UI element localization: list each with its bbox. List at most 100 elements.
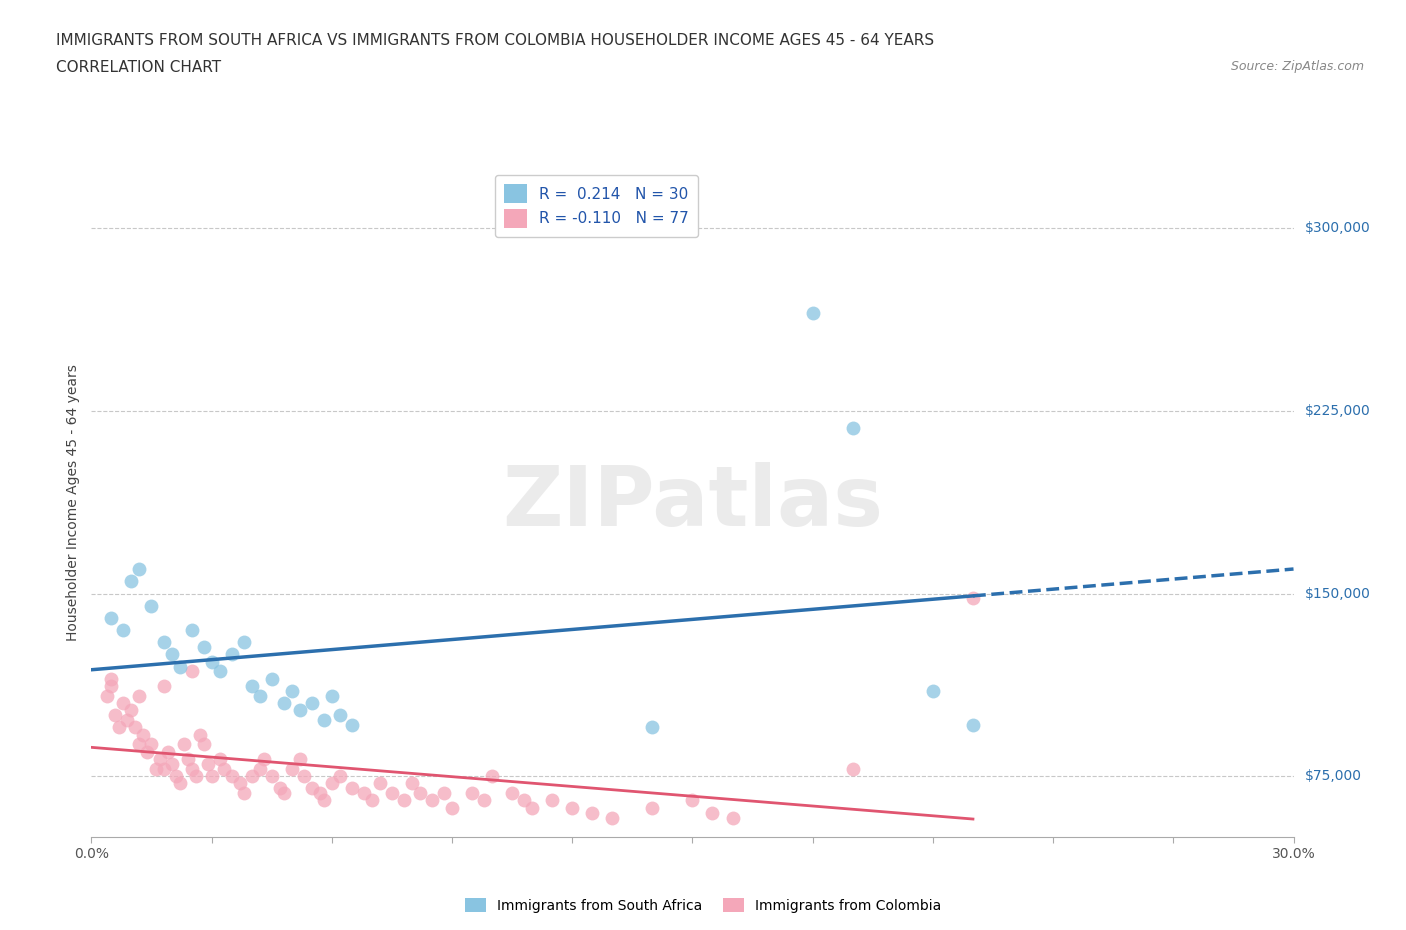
Legend: R =  0.214   N = 30, R = -0.110   N = 77: R = 0.214 N = 30, R = -0.110 N = 77 bbox=[495, 175, 697, 237]
Point bbox=[513, 793, 536, 808]
Point bbox=[962, 591, 984, 605]
Text: $150,000: $150,000 bbox=[1305, 587, 1371, 601]
Point bbox=[308, 786, 330, 801]
Point bbox=[117, 712, 139, 727]
Point bbox=[522, 801, 544, 816]
Point bbox=[124, 720, 146, 735]
Point bbox=[301, 781, 323, 796]
Point bbox=[249, 688, 271, 703]
Point bbox=[841, 762, 863, 777]
Point bbox=[321, 688, 343, 703]
Point bbox=[180, 622, 202, 637]
Point bbox=[104, 708, 127, 723]
Point bbox=[249, 762, 271, 777]
Point bbox=[100, 671, 122, 686]
Point bbox=[721, 810, 744, 825]
Point bbox=[173, 737, 195, 752]
Point bbox=[368, 776, 391, 790]
Point bbox=[232, 786, 254, 801]
Point bbox=[253, 751, 276, 766]
Point bbox=[96, 688, 118, 703]
Text: $75,000: $75,000 bbox=[1305, 769, 1361, 783]
Point bbox=[962, 718, 984, 733]
Point bbox=[152, 762, 174, 777]
Point bbox=[232, 635, 254, 650]
Point bbox=[100, 610, 122, 625]
Point bbox=[501, 786, 523, 801]
Point bbox=[141, 737, 163, 752]
Point bbox=[702, 805, 724, 820]
Point bbox=[340, 718, 363, 733]
Point bbox=[132, 727, 155, 742]
Point bbox=[329, 708, 352, 723]
Point bbox=[472, 793, 495, 808]
Point bbox=[260, 769, 283, 784]
Point bbox=[208, 664, 231, 679]
Point bbox=[353, 786, 375, 801]
Point bbox=[176, 751, 198, 766]
Point bbox=[461, 786, 484, 801]
Legend: Immigrants from South Africa, Immigrants from Colombia: Immigrants from South Africa, Immigrants… bbox=[460, 893, 946, 919]
Point bbox=[152, 635, 174, 650]
Point bbox=[602, 810, 624, 825]
Point bbox=[641, 801, 664, 816]
Point bbox=[221, 647, 243, 662]
Point bbox=[148, 751, 170, 766]
Point bbox=[112, 696, 135, 711]
Point bbox=[228, 776, 250, 790]
Point bbox=[329, 769, 352, 784]
Point bbox=[281, 762, 304, 777]
Point bbox=[193, 737, 215, 752]
Point bbox=[108, 720, 131, 735]
Point bbox=[392, 793, 415, 808]
Point bbox=[273, 786, 295, 801]
Point bbox=[409, 786, 432, 801]
Y-axis label: Householder Income Ages 45 - 64 years: Householder Income Ages 45 - 64 years bbox=[66, 364, 80, 641]
Text: $300,000: $300,000 bbox=[1305, 221, 1371, 235]
Point bbox=[269, 781, 291, 796]
Text: $225,000: $225,000 bbox=[1305, 404, 1371, 418]
Point bbox=[321, 776, 343, 790]
Point bbox=[401, 776, 423, 790]
Point bbox=[169, 776, 191, 790]
Point bbox=[641, 720, 664, 735]
Point bbox=[128, 688, 150, 703]
Point bbox=[141, 598, 163, 613]
Point bbox=[121, 574, 143, 589]
Point bbox=[193, 640, 215, 655]
Point bbox=[100, 679, 122, 694]
Point bbox=[301, 696, 323, 711]
Point bbox=[273, 696, 295, 711]
Text: CORRELATION CHART: CORRELATION CHART bbox=[56, 60, 221, 75]
Point bbox=[180, 762, 202, 777]
Point bbox=[184, 769, 207, 784]
Point bbox=[260, 671, 283, 686]
Point bbox=[360, 793, 382, 808]
Point bbox=[420, 793, 443, 808]
Point bbox=[152, 679, 174, 694]
Point bbox=[208, 751, 231, 766]
Point bbox=[240, 679, 263, 694]
Point bbox=[169, 659, 191, 674]
Point bbox=[128, 737, 150, 752]
Point bbox=[801, 306, 824, 321]
Point bbox=[156, 744, 179, 759]
Point bbox=[180, 664, 202, 679]
Point bbox=[440, 801, 463, 816]
Point bbox=[201, 769, 224, 784]
Point bbox=[312, 712, 335, 727]
Point bbox=[188, 727, 211, 742]
Point bbox=[128, 562, 150, 577]
Point bbox=[292, 769, 315, 784]
Point bbox=[288, 703, 311, 718]
Point bbox=[681, 793, 703, 808]
Point bbox=[581, 805, 603, 820]
Point bbox=[288, 751, 311, 766]
Point bbox=[201, 654, 224, 669]
Point bbox=[922, 684, 945, 698]
Point bbox=[121, 703, 143, 718]
Point bbox=[136, 744, 159, 759]
Text: ZIPatlas: ZIPatlas bbox=[502, 461, 883, 543]
Point bbox=[340, 781, 363, 796]
Text: Source: ZipAtlas.com: Source: ZipAtlas.com bbox=[1230, 60, 1364, 73]
